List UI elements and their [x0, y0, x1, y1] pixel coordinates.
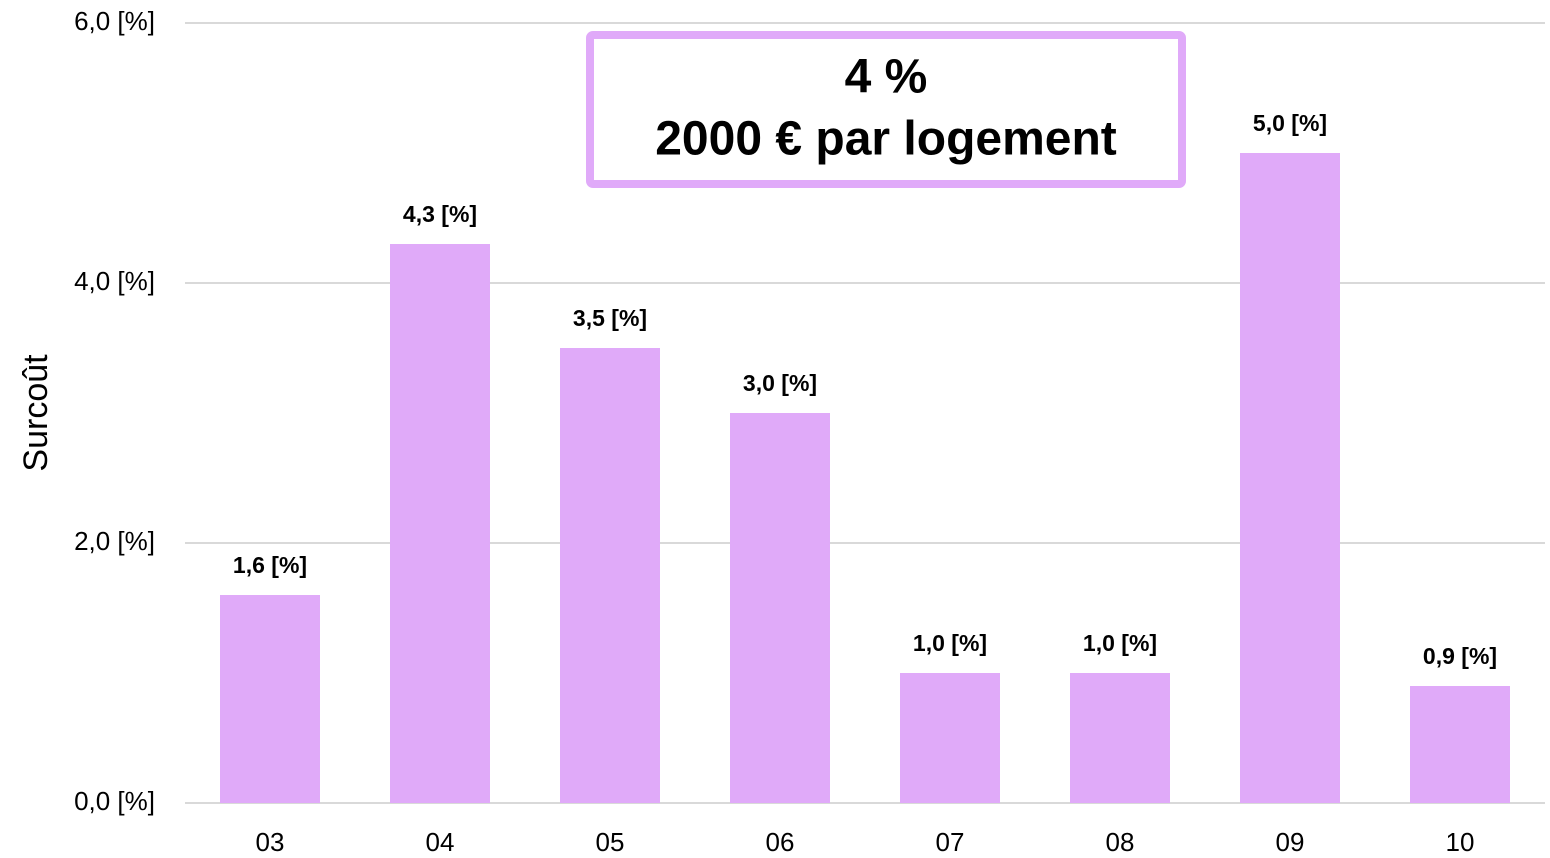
bar — [1070, 673, 1170, 803]
annotation: 4 % — [845, 51, 928, 104]
y-axis-label: Surcoût — [17, 354, 55, 472]
data-label: 4,3 [%] — [403, 201, 477, 227]
y-tick-label: 6,0 [%] — [74, 6, 155, 36]
bar — [220, 595, 320, 803]
plot-area: 0,0 [%] 2,0 [%] 4,0 [%] 6,0 [%] 03 1,6 [%] 04 4… — [74, 6, 1545, 857]
bar — [730, 413, 830, 803]
x-tick-label: 04 — [426, 827, 455, 857]
data-label: 1,0 [%] — [1083, 630, 1157, 656]
bar — [1240, 153, 1340, 803]
x-tick-label: 09 — [1276, 827, 1305, 857]
data-label: 1,0 [%] — [913, 630, 987, 656]
y-tick-label: 0,0 [%] — [74, 786, 155, 816]
bar — [900, 673, 1000, 803]
data-label: 0,9 [%] — [1423, 643, 1497, 669]
data-label: 5,0 [%] — [1253, 110, 1327, 136]
y-tick-label: 4,0 [%] — [74, 266, 155, 296]
x-tick-label: 05 — [596, 827, 625, 857]
x-tick-label: 10 — [1446, 827, 1475, 857]
y-tick-label: 2,0 [%] — [74, 526, 155, 556]
bar — [560, 348, 660, 803]
data-label: 3,0 [%] — [743, 370, 817, 396]
bar — [1410, 686, 1510, 803]
data-label: 3,5 [%] — [573, 305, 647, 331]
annotation-box — [586, 31, 1186, 188]
x-tick-label: 07 — [936, 827, 965, 857]
x-tick-label: 06 — [766, 827, 795, 857]
data-label: 1,6 [%] — [233, 552, 307, 578]
bar — [390, 244, 490, 803]
x-tick-label: 03 — [256, 827, 285, 857]
annotation: 2000 € par logement — [655, 113, 1117, 166]
x-tick-label: 08 — [1106, 827, 1135, 857]
